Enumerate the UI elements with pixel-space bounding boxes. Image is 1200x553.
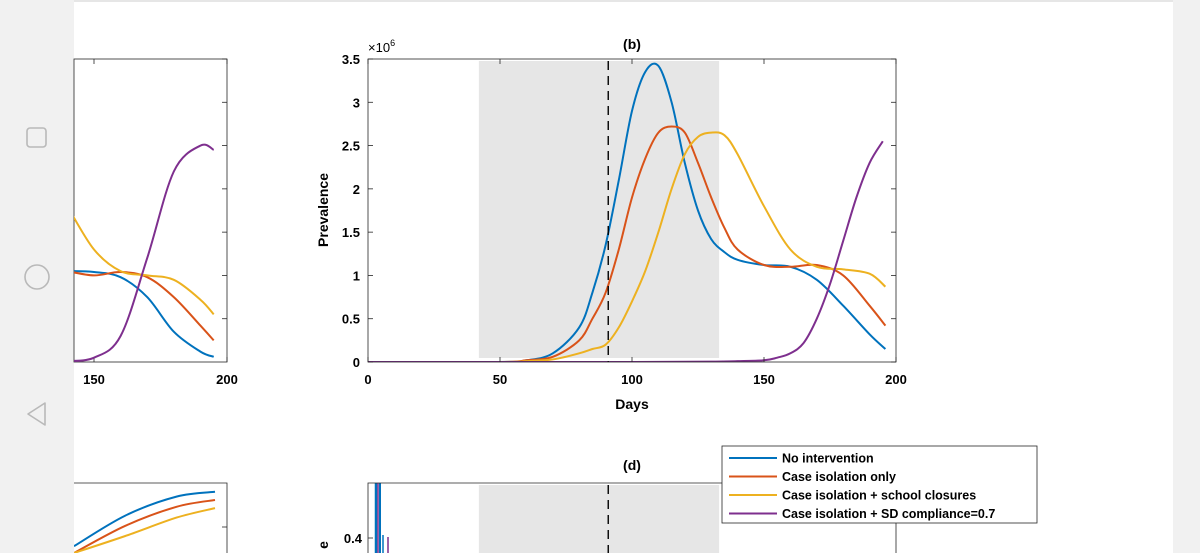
panel-b: 0 50 100 150 200 0 0.5 1 1.5 2 2.5 3 3.5 (b) ×106 Da… (315, 36, 907, 412)
panel-d-y-axis-label-fragment: e (315, 541, 331, 549)
panel-d: 0.4 e (d) (315, 457, 897, 553)
series-line (74, 270, 215, 358)
series-line (368, 125, 887, 362)
panel-d-ytick-label: 0.4 (344, 531, 363, 546)
panel-a: 150 200 (73, 58, 238, 387)
x-tick-label: 50 (493, 372, 507, 387)
x-tick-label: 100 (621, 372, 643, 387)
legend-label: Case isolation only (782, 470, 896, 484)
back-triangle-icon[interactable] (24, 400, 50, 428)
series-line (368, 131, 887, 362)
panel-d-title: (d) (623, 457, 641, 473)
y-tick-label: 1 (353, 268, 360, 283)
x-tick-label: 200 (216, 372, 238, 387)
y-tick-label: 3.5 (342, 52, 360, 67)
panel-c-axes-box (74, 482, 228, 553)
panel-b-title: (b) (623, 36, 641, 52)
x-tick-label: 200 (885, 372, 907, 387)
x-tick-label: 150 (753, 372, 775, 387)
right-gutter (1173, 0, 1200, 553)
series-line (74, 143, 215, 362)
y-tick-label: 3 (353, 95, 360, 110)
top-strip (74, 0, 1173, 2)
panel-d-shaded-region (478, 485, 720, 553)
legend-label: Case isolation + school closures (782, 489, 976, 503)
circle-icon[interactable] (22, 262, 52, 292)
series-line (74, 490, 216, 548)
y-tick-label: 0 (353, 355, 360, 370)
panel-d-early-spikes (374, 483, 389, 553)
x-tick-label: 150 (83, 372, 105, 387)
x-tick-label: 0 (364, 372, 371, 387)
square-icon[interactable] (25, 126, 49, 150)
intervention-shaded-region (478, 61, 720, 358)
series-line (368, 140, 884, 362)
x-axis-label: Days (615, 396, 649, 412)
y-tick-label: 1.5 (342, 225, 360, 240)
panel-c (74, 482, 228, 553)
legend-label: No intervention (782, 452, 874, 466)
y-tick-label: 2 (353, 182, 360, 197)
y-multiplier-label: ×106 (368, 38, 395, 55)
series-line (74, 499, 216, 553)
left-gutter (0, 0, 74, 553)
legend: No intervention Case isolation only Case i… (721, 445, 1038, 524)
series-line (74, 270, 215, 342)
series-line (368, 62, 887, 362)
series-line (74, 507, 216, 553)
series-line (74, 215, 215, 316)
panel-a-axes-box (73, 58, 228, 363)
y-tick-label: 0.5 (342, 312, 360, 327)
legend-label: Case isolation + SD compliance=0.7 (782, 507, 995, 521)
y-axis-label: Prevalence (315, 173, 331, 247)
y-tick-label: 2.5 (342, 139, 360, 154)
